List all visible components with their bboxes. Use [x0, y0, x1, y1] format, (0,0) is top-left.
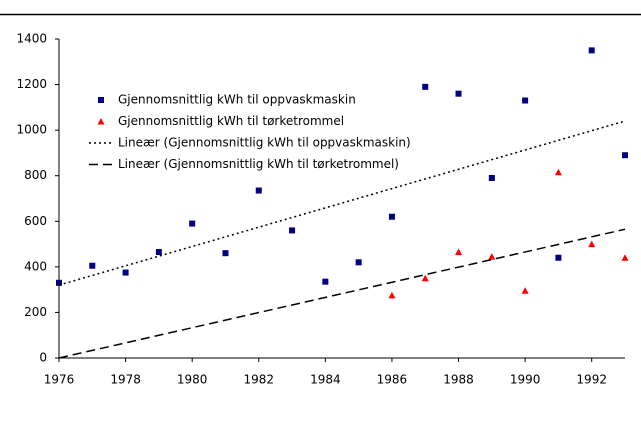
- y-tick-label: 1400: [16, 32, 47, 46]
- x-tick-label: 1978: [110, 373, 141, 387]
- point: [488, 174, 495, 181]
- point: [89, 262, 96, 269]
- x-tick-label: 1976: [44, 373, 75, 387]
- point: [554, 168, 562, 176]
- point: [421, 274, 429, 282]
- x-tick-label: 1992: [576, 373, 607, 387]
- y-tick-label: 200: [24, 305, 47, 319]
- point: [622, 152, 628, 159]
- x-tick-label: 1990: [510, 373, 541, 387]
- x-tick-label: 1982: [243, 373, 274, 387]
- y-tick-label: 400: [24, 259, 47, 273]
- point: [255, 187, 262, 194]
- x-tick-label: 1986: [377, 373, 408, 387]
- point: [588, 240, 596, 248]
- point: [355, 259, 362, 266]
- point: [588, 47, 595, 54]
- point: [122, 269, 129, 276]
- legend-label: Lineær (Gjennomsnittlig kWh til oppvaskm…: [118, 136, 411, 150]
- y-tick-label: 1200: [16, 77, 47, 91]
- point: [455, 90, 462, 97]
- point: [155, 249, 162, 256]
- trendline: [58, 228, 626, 359]
- point: [621, 254, 629, 261]
- point: [189, 220, 196, 227]
- point: [422, 83, 429, 90]
- trendline: [58, 120, 626, 286]
- point: [521, 287, 529, 294]
- point: [388, 213, 395, 220]
- point: [289, 227, 296, 234]
- legend-label: Gjennomsnittlig kWh til tørketrommel: [118, 114, 344, 128]
- y-tick-label: 0: [39, 351, 47, 365]
- legend-marker: [98, 97, 104, 103]
- point: [388, 291, 396, 299]
- legend-label: Gjennomsnittlig kWh til oppvaskmaskin: [118, 93, 356, 107]
- y-tick-label: 600: [24, 214, 47, 228]
- y-tick-label: 1000: [16, 123, 47, 137]
- point: [222, 250, 229, 257]
- x-tick-label: 1988: [443, 373, 474, 387]
- x-tick-label: 1980: [177, 373, 208, 387]
- point: [522, 97, 529, 104]
- y-tick-label: 800: [24, 168, 47, 182]
- legend-marker: [97, 118, 105, 125]
- point: [555, 254, 562, 261]
- point: [455, 248, 463, 256]
- point: [488, 253, 496, 260]
- point: [322, 278, 329, 285]
- legend-label: Lineær (Gjennomsnittlig kWh til tørketro…: [118, 157, 399, 171]
- point: [56, 279, 62, 286]
- x-tick-label: 1984: [310, 373, 341, 387]
